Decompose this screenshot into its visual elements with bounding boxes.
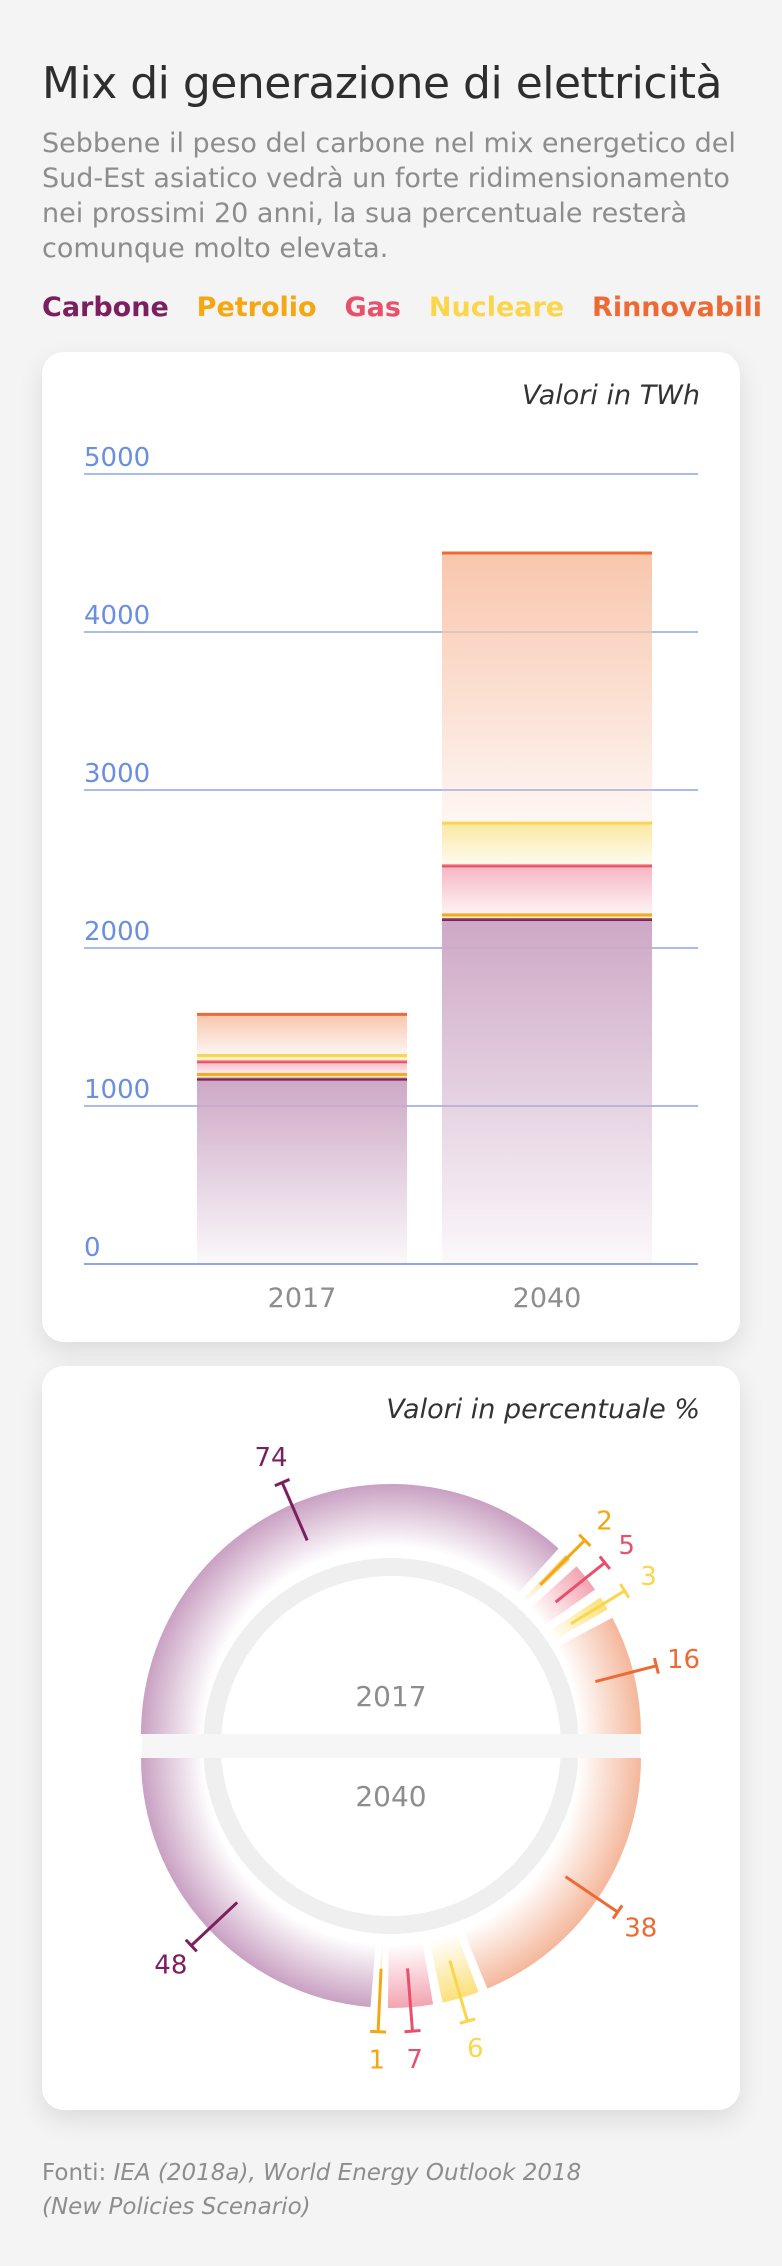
x-tick-label-2040: 2040 <box>513 1283 582 1314</box>
source-prefix: Fonti: <box>42 2160 114 2186</box>
ring-year-label-2017: 2017 <box>355 1680 426 1713</box>
ring-segment-2017-carbone <box>141 1484 559 1734</box>
source-note: Fonti: IEA (2018a), World Energy Outlook… <box>42 2156 762 2224</box>
legend-item-nucleare: Nucleare <box>428 292 565 323</box>
y-tick-label-5000: 5000 <box>84 443 150 473</box>
ring-label-2017-rinnovabili: 16 <box>667 1645 700 1675</box>
ring-tick-2017-rinnovabili <box>594 1664 657 1683</box>
ring-segment-2040-carbone <box>141 1758 376 2008</box>
bar-chart-unit-note: Valori in TWh <box>522 380 700 411</box>
ring-tick-2040-rinnovabili <box>564 1875 619 1914</box>
ring-tick-cap-2040-petrolio <box>370 2029 387 2034</box>
ring-label-2040-nucleare: 6 <box>467 2034 484 2064</box>
ring-segment-2017-rinnovabili <box>556 1617 641 1734</box>
page-subtitle: Sebbene il peso del carbone nel mix ener… <box>42 128 736 264</box>
bar-2017-carbone <box>197 1079 407 1264</box>
ring-segment-2040-gas <box>387 1942 434 2008</box>
bar-2040-carbone <box>442 919 652 1264</box>
bar-chart: 0 1000 2000 3000 4000 5000 2017 2040 <box>84 443 698 1314</box>
ring-tick-2040-petrolio <box>376 1968 383 2032</box>
y-tick-label-1000: 1000 <box>84 1075 150 1105</box>
ring-label-2040-petrolio: 1 <box>369 2046 386 2076</box>
page-title: Mix di generazione di elettricità <box>42 58 723 109</box>
ring-label-2017-gas: 5 <box>618 1531 635 1561</box>
ring-tick-cap-2017-gas <box>598 1555 612 1570</box>
source-line-2: (New Policies Scenario) <box>42 2194 311 2220</box>
ring-tick-2017-carbone <box>280 1481 309 1541</box>
bar-2040-rinnovabili <box>442 553 652 824</box>
ring-label-2040-gas: 7 <box>406 2045 423 2075</box>
bar-chart-card: Valori in TWh 0 1000 2000 3000 4000 5000 2017 2… <box>42 352 740 1342</box>
legend-item-carbone: Carbone <box>42 292 169 323</box>
ring-tick-cap-2017-nucleare <box>619 1583 631 1599</box>
ring-tick-2040-carbone <box>190 1901 239 1947</box>
source-line-1: IEA (2018a), World Energy Outlook 2018 <box>113 2160 582 2186</box>
ring-tick-cap-2017-petrolio <box>578 1533 592 1547</box>
ring-chart-card: Valori in percentuale % 74 2 5 3 16 48 1 7 6 38 20… <box>42 1366 740 2110</box>
legend-item-gas: Gas <box>344 292 401 323</box>
ring-label-2040-rinnovabili: 38 <box>624 1914 657 1944</box>
x-tick-label-2017: 2017 <box>268 1283 337 1314</box>
ring-tick-2017-petrolio <box>539 1539 586 1586</box>
ring-chart-unit-note: Valori in percentuale % <box>386 1394 700 1425</box>
y-tick-label-0: 0 <box>84 1233 101 1263</box>
ring-tick-2017-gas <box>554 1561 606 1604</box>
bar-2017-rinnovabili <box>197 1014 407 1056</box>
y-tick-label-2000: 2000 <box>84 917 150 947</box>
ring-tick-cap-2040-rinnovabili <box>611 1904 624 1920</box>
ring-tick-2040-gas <box>406 1968 414 2032</box>
ring-tick-cap-2017-carbone <box>274 1477 291 1488</box>
ring-chart: 74 253 16 48 1 7 6 38 2017 2040 <box>141 1443 700 2076</box>
ring-tick-cap-2017-rinnovabili <box>652 1657 660 1674</box>
legend: Carbone Petrolio Gas Nucleare Rinnovabil… <box>42 292 762 323</box>
ring-label-2017-carbone: 74 <box>255 1443 288 1473</box>
ring-tick-cap-2040-carbone <box>184 1938 198 1953</box>
y-tick-label-3000: 3000 <box>84 759 150 789</box>
bar-2040-gas <box>442 865 652 915</box>
ring-segment-2040-nucleare <box>429 1933 479 2003</box>
ring-2040 <box>141 1758 641 2008</box>
ring-tick-cap-2040-gas <box>404 2029 421 2034</box>
ring-label-2040-carbone: 48 <box>154 1951 187 1981</box>
ring-tick-2017-nucleare <box>570 1589 626 1626</box>
ring-year-label-2040: 2040 <box>355 1780 426 1813</box>
bar-2040-nucleare <box>442 823 652 866</box>
y-tick-label-4000: 4000 <box>84 601 150 631</box>
ring-tick-2040-nucleare <box>448 1960 469 2022</box>
ring-segment-2040-rinnovabili <box>463 1758 641 1989</box>
ring-label-2017-nucleare: 3 <box>640 1562 657 1592</box>
legend-item-rinnovabili: Rinnovabili <box>592 292 762 323</box>
ring-label-2017-petrolio: 2 <box>596 1506 613 1536</box>
ring-tick-cap-2040-nucleare <box>459 2017 476 2025</box>
legend-item-petrolio: Petrolio <box>196 292 317 323</box>
ring-divider <box>142 1734 640 1758</box>
